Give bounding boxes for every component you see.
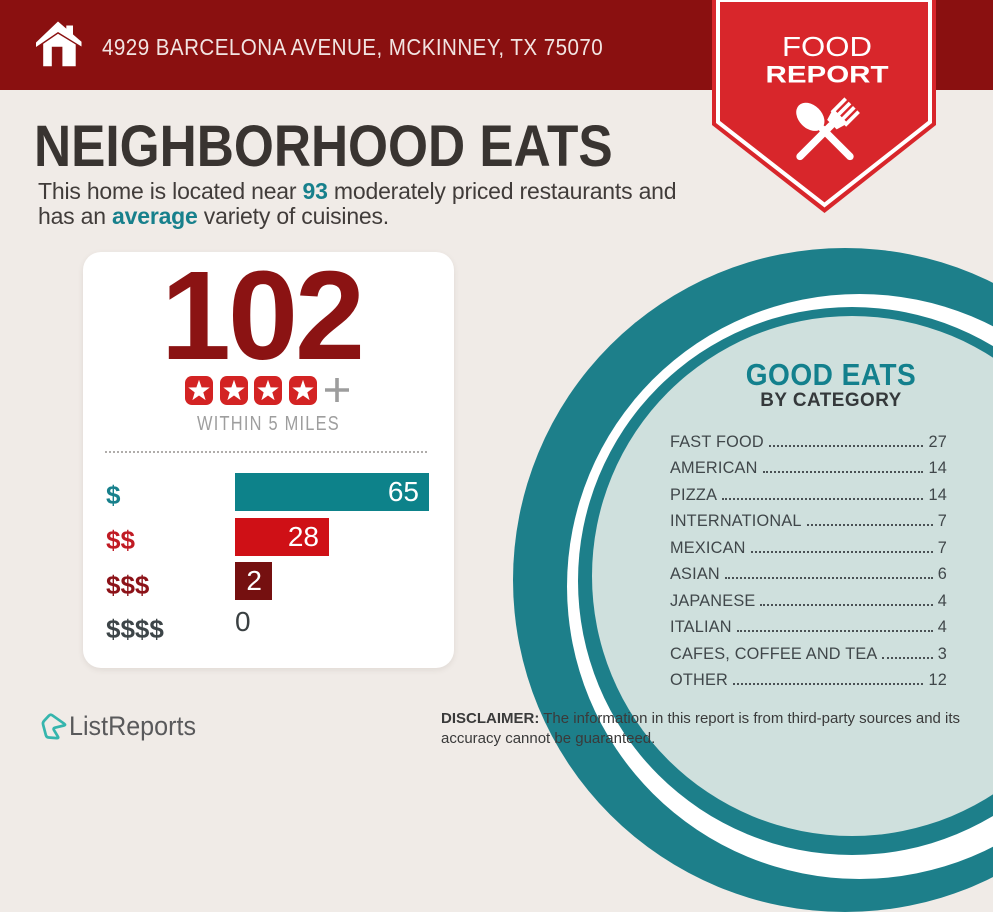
- svg-text:FOOD: FOOD: [782, 31, 872, 62]
- svg-text:REPORT: REPORT: [766, 62, 889, 89]
